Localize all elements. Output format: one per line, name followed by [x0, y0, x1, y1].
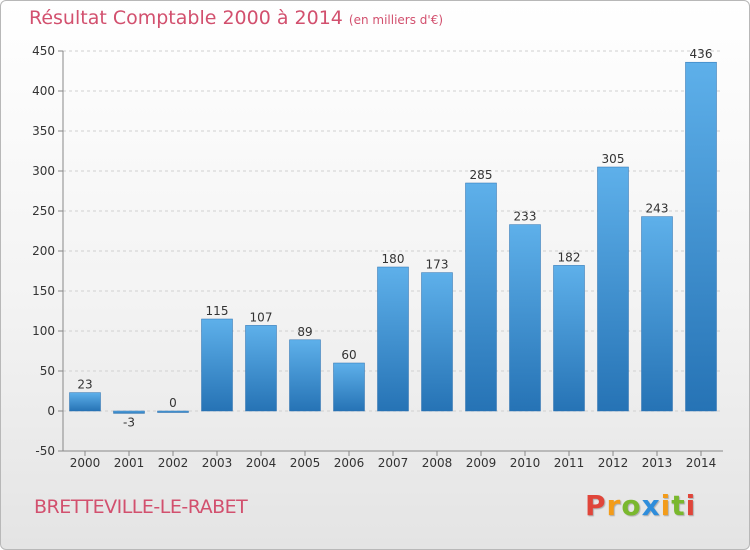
x-tick-label-2001: 2001	[114, 456, 145, 470]
logo-letter: x	[641, 489, 661, 522]
bar-2011	[553, 265, 585, 412]
value-label-2002: 0	[169, 396, 177, 410]
value-label-2000: 23	[77, 378, 92, 392]
x-tick-label-2002: 2002	[158, 456, 189, 470]
x-tick-label-2014: 2014	[686, 456, 717, 470]
bar-2013	[641, 216, 673, 412]
bar-2009	[465, 182, 497, 412]
commune-name: BRETTEVILLE-LE-RABET	[34, 496, 248, 518]
value-label-2012: 305	[602, 152, 625, 166]
x-tick-label-2010: 2010	[510, 456, 541, 470]
chart-title: Résultat Comptable 2000 à 2014 (en millie…	[29, 7, 443, 29]
logo-letter: P	[585, 489, 607, 522]
x-tick-label-2003: 2003	[202, 456, 233, 470]
bar-2003	[201, 318, 233, 412]
value-label-2006: 60	[341, 348, 356, 362]
y-tick-label: 100	[32, 324, 55, 338]
value-label-2009: 285	[470, 168, 493, 182]
y-tick-label: 0	[47, 404, 55, 418]
value-label-2010: 233	[514, 210, 537, 224]
x-tick-label-2008: 2008	[422, 456, 453, 470]
y-tick-label: 450	[32, 44, 55, 58]
x-tick-label-2013: 2013	[642, 456, 673, 470]
bar-2005	[289, 339, 321, 412]
value-label-2001: -3	[123, 415, 135, 429]
bar-2008	[421, 272, 453, 412]
x-tick-label-2004: 2004	[246, 456, 277, 470]
x-tick-label-2012: 2012	[598, 456, 629, 470]
logo-letter: r	[606, 489, 622, 522]
logo-letter: i	[685, 489, 697, 522]
bar-2004	[245, 325, 277, 412]
y-tick-label: 200	[32, 244, 55, 258]
bar-2001	[113, 410, 145, 414]
bar-2006	[333, 362, 365, 412]
bar-2002	[157, 410, 189, 413]
y-tick-label: 300	[32, 164, 55, 178]
chart-subtitle: (en milliers d'€)	[348, 13, 444, 27]
value-label-2008: 173	[426, 258, 449, 272]
value-label-2011: 182	[558, 250, 581, 264]
bar-2000	[69, 392, 101, 412]
value-label-2005: 89	[297, 325, 312, 339]
y-tick-label: -50	[35, 444, 55, 458]
x-tick-label-2011: 2011	[554, 456, 585, 470]
bar-2010	[509, 224, 541, 412]
chart-title-text: Résultat Comptable 2000 à 2014	[29, 7, 343, 29]
y-tick-label: 50	[40, 364, 55, 378]
proxiti-logo: Proxiti	[585, 489, 696, 522]
value-label-2013: 243	[646, 202, 669, 216]
bar-2012	[597, 166, 629, 412]
y-tick-label: 150	[32, 284, 55, 298]
value-label-2003: 115	[206, 304, 229, 318]
logo-letter: i	[660, 489, 672, 522]
bar-2007	[377, 266, 409, 412]
value-label-2014: 436	[690, 47, 713, 61]
x-tick-label-2006: 2006	[334, 456, 365, 470]
logo-letter: o	[621, 489, 642, 522]
value-label-2004: 107	[250, 310, 273, 324]
y-tick-label: 400	[32, 84, 55, 98]
x-tick-label-2005: 2005	[290, 456, 321, 470]
y-tick-label: 250	[32, 204, 55, 218]
x-tick-label-2009: 2009	[466, 456, 497, 470]
logo-letter: t	[671, 489, 686, 522]
x-tick-label-2000: 2000	[70, 456, 101, 470]
bar-2014	[685, 61, 717, 412]
x-tick-label-2007: 2007	[378, 456, 409, 470]
value-label-2007: 180	[382, 252, 405, 266]
y-tick-label: 350	[32, 124, 55, 138]
